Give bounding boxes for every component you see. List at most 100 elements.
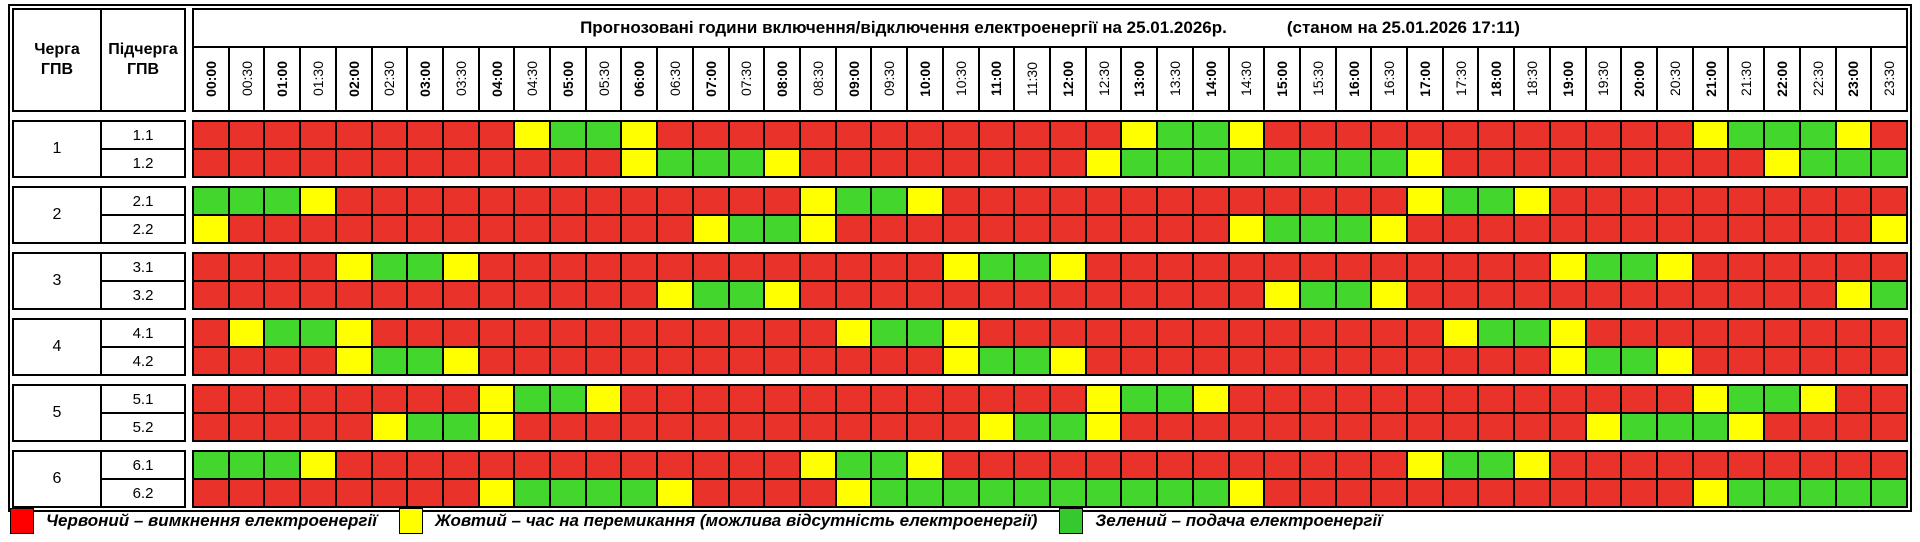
schedule-cell xyxy=(1336,348,1371,374)
schedule-cell xyxy=(1086,282,1121,308)
schedule-cell xyxy=(229,320,264,346)
schedule-cell xyxy=(943,452,978,478)
schedule-cell xyxy=(372,188,407,214)
schedule-cell xyxy=(765,254,800,280)
schedule-cell xyxy=(729,386,764,412)
schedule-cell xyxy=(1515,216,1549,242)
queue-number: 3 xyxy=(12,252,102,310)
schedule-cell xyxy=(1550,254,1585,280)
schedule-cell xyxy=(443,452,478,478)
schedule-cell xyxy=(194,150,228,176)
schedule-cell xyxy=(1336,282,1371,308)
schedule-cell xyxy=(1622,320,1657,346)
schedule-cell xyxy=(372,122,407,148)
schedule-cell xyxy=(1550,282,1585,308)
schedule-cell xyxy=(1372,254,1407,280)
schedule-cell xyxy=(729,480,764,506)
schedule-cell xyxy=(515,150,550,176)
schedule-cell xyxy=(658,282,692,308)
schedule-cell xyxy=(1158,386,1192,412)
time-header-cell: 10:00 xyxy=(908,48,942,110)
schedule-cell xyxy=(1158,216,1192,242)
schedule-cell xyxy=(1622,216,1657,242)
schedule-cell xyxy=(1300,348,1335,374)
time-label: 02:30 xyxy=(381,61,398,97)
schedule-cell xyxy=(1658,216,1692,242)
schedule-cell xyxy=(1586,122,1621,148)
time-label: 21:30 xyxy=(1738,61,1755,97)
time-label: 20:30 xyxy=(1666,61,1683,97)
schedule-cell xyxy=(836,216,871,242)
schedule-cell xyxy=(1336,188,1371,214)
schedule-cell xyxy=(622,386,657,412)
schedule-cell xyxy=(1372,320,1407,346)
schedule-cell xyxy=(1193,188,1228,214)
schedule-cell xyxy=(908,254,942,280)
queue-number: 6 xyxy=(12,450,102,508)
schedule-cell xyxy=(836,188,871,214)
schedule-cell xyxy=(1729,216,1764,242)
schedule-cell xyxy=(1443,348,1478,374)
schedule-cell xyxy=(622,414,657,440)
band-spacer xyxy=(186,186,192,244)
schedule-cell xyxy=(443,414,478,440)
schedule-cell xyxy=(1443,386,1478,412)
schedule-cell xyxy=(408,480,442,506)
schedule-cell xyxy=(1265,320,1299,346)
schedule-cell xyxy=(908,150,942,176)
schedule-cell xyxy=(1550,150,1585,176)
schedule-cell xyxy=(729,188,764,214)
schedule-cell xyxy=(693,282,728,308)
schedule-cell xyxy=(1622,480,1657,506)
subqueue-label: 5.1 xyxy=(100,384,186,414)
schedule-cell xyxy=(1765,254,1799,280)
legend-yellow-label: Жовтий – час на перемикання (можлива від… xyxy=(434,511,1038,530)
schedule-cell xyxy=(515,414,550,440)
schedule-cell xyxy=(836,452,871,478)
schedule-cell xyxy=(1336,254,1371,280)
schedule-cell xyxy=(443,282,478,308)
time-header-cell: 19:00 xyxy=(1550,48,1585,110)
schedule-cell xyxy=(1265,150,1299,176)
schedule-cell xyxy=(1729,254,1764,280)
schedule-cell xyxy=(1086,480,1121,506)
time-header-cell: 04:00 xyxy=(479,48,514,110)
schedule-cell xyxy=(194,414,228,440)
schedule-cell xyxy=(1765,188,1799,214)
time-label: 12:30 xyxy=(1095,61,1112,97)
time-header-cell: 17:30 xyxy=(1443,48,1478,110)
schedule-cell xyxy=(1300,320,1335,346)
schedule-cell xyxy=(1515,122,1549,148)
schedule-cell xyxy=(1408,452,1442,478)
schedule-cell xyxy=(229,386,264,412)
schedule-cell xyxy=(693,348,728,374)
schedule-cell xyxy=(265,480,300,506)
schedule-cell xyxy=(872,188,907,214)
schedule-cell xyxy=(1265,254,1299,280)
schedule-cell xyxy=(408,150,442,176)
schedule-cell xyxy=(1622,282,1657,308)
subqueue-label: 6.1 xyxy=(100,450,186,480)
schedule-cell xyxy=(658,452,692,478)
schedule-cell xyxy=(336,254,371,280)
time-label: 03:30 xyxy=(452,61,469,97)
schedule-cell xyxy=(372,452,407,478)
schedule-cell xyxy=(1586,150,1621,176)
schedule-cell xyxy=(1336,414,1371,440)
schedule-cell xyxy=(1586,254,1621,280)
time-label: 16:00 xyxy=(1345,61,1362,97)
schedule-cell xyxy=(372,150,407,176)
schedule-cell xyxy=(1479,386,1514,412)
schedule-cell xyxy=(979,216,1014,242)
time-header-cell: 12:30 xyxy=(1086,48,1121,110)
time-header-cell: 03:00 xyxy=(408,48,442,110)
time-header-cell: 06:30 xyxy=(658,48,692,110)
schedule-cell xyxy=(1193,122,1228,148)
schedule-cell xyxy=(1050,150,1085,176)
schedule-cell xyxy=(1729,452,1764,478)
schedule-cell xyxy=(265,254,300,280)
schedule-cell xyxy=(622,122,657,148)
schedule-cell xyxy=(1050,386,1085,412)
schedule-cell xyxy=(943,188,978,214)
schedule-cell xyxy=(1122,348,1157,374)
